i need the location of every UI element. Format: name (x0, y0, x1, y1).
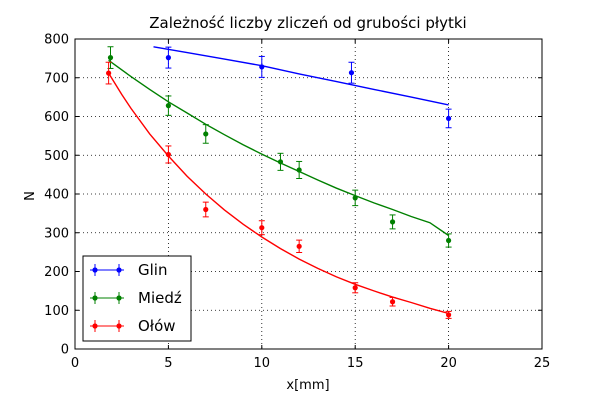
data-point (258, 55, 265, 78)
data-point (202, 201, 209, 218)
data-point (352, 189, 359, 207)
legend-marker (92, 295, 98, 301)
data-point (352, 282, 359, 294)
y-tick-label: 600 (44, 110, 69, 125)
data-point (165, 46, 172, 69)
data-point (445, 310, 452, 319)
x-tick-label: 10 (254, 356, 271, 371)
data-point (296, 239, 303, 254)
y-tick-label: 500 (44, 149, 69, 164)
marker (165, 103, 171, 109)
legend-entry: Ołów (90, 317, 176, 335)
marker (296, 167, 302, 173)
marker (446, 237, 452, 244)
legend-label: Ołów (138, 317, 176, 335)
data-point (202, 124, 209, 144)
y-tick-label: 800 (44, 33, 69, 48)
legend-marker (116, 267, 122, 273)
legend-marker (116, 323, 122, 329)
marker (348, 70, 355, 76)
y-tick-label: 200 (44, 265, 69, 280)
data-point (445, 233, 452, 248)
marker (296, 243, 302, 249)
x-tick-label: 5 (164, 356, 172, 371)
marker (446, 312, 452, 318)
axis-ticks: 0 5 10 15 20 25 0 100 200 300 400 500 600 700 800 (44, 33, 550, 372)
fit-line (153, 46, 449, 106)
y-tick-label: 0 (61, 343, 69, 358)
legend: Glin Miedź Ołów (82, 255, 192, 342)
data-point (165, 145, 172, 164)
y-tick-label: 100 (44, 304, 69, 319)
data-point (165, 95, 172, 116)
data-point (389, 296, 396, 307)
y-axis-label: N (23, 191, 38, 201)
legend-entry: Miedź (90, 289, 182, 307)
data-point (107, 46, 114, 69)
data-point (277, 152, 284, 171)
marker (446, 115, 452, 122)
marker (259, 64, 265, 70)
marker (165, 55, 171, 61)
data-point (348, 61, 355, 84)
data-point (445, 108, 452, 129)
legend-marker (92, 323, 98, 329)
y-tick-label: 400 (44, 188, 69, 203)
marker (203, 206, 209, 213)
legend-label: Miedź (138, 289, 182, 307)
marker (259, 225, 265, 231)
legend-marker (92, 267, 98, 273)
x-tick-label: 0 (71, 356, 79, 371)
x-tick-label: 20 (440, 356, 457, 371)
x-tick-label: 15 (347, 356, 364, 371)
fit-line (108, 72, 449, 315)
marker (107, 55, 114, 61)
legend-marker (116, 295, 122, 301)
marker (277, 159, 284, 165)
chart-title: Zależność liczby zliczeń od grubości pły… (149, 14, 466, 32)
data-points (105, 46, 452, 319)
marker (352, 285, 358, 291)
y-tick-label: 700 (44, 71, 69, 86)
marker (352, 195, 358, 201)
marker (165, 151, 171, 158)
marker (106, 70, 112, 76)
marker (389, 299, 396, 305)
data-point (389, 214, 396, 230)
legend-entry: Glin (90, 261, 167, 279)
x-tick-label: 25 (534, 356, 551, 371)
marker (203, 131, 209, 137)
x-axis-label: x[mm] (286, 378, 329, 393)
legend-label: Glin (138, 261, 167, 279)
data-point (258, 220, 265, 236)
data-point (296, 160, 303, 179)
marker (389, 219, 396, 225)
data-point (105, 61, 112, 85)
y-tick-label: 300 (44, 226, 69, 241)
